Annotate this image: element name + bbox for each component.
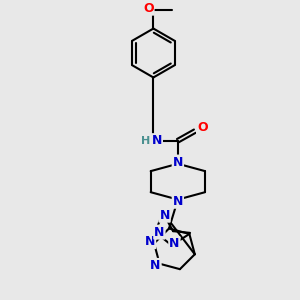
Text: H: H xyxy=(141,136,151,146)
Text: O: O xyxy=(197,121,208,134)
Text: N: N xyxy=(152,134,162,147)
Text: N: N xyxy=(154,226,165,238)
Text: N: N xyxy=(145,235,155,248)
Text: O: O xyxy=(143,2,154,15)
Text: N: N xyxy=(169,237,180,250)
Text: N: N xyxy=(150,259,161,272)
Text: N: N xyxy=(159,209,170,222)
Text: N: N xyxy=(173,195,183,208)
Text: N: N xyxy=(173,156,183,169)
